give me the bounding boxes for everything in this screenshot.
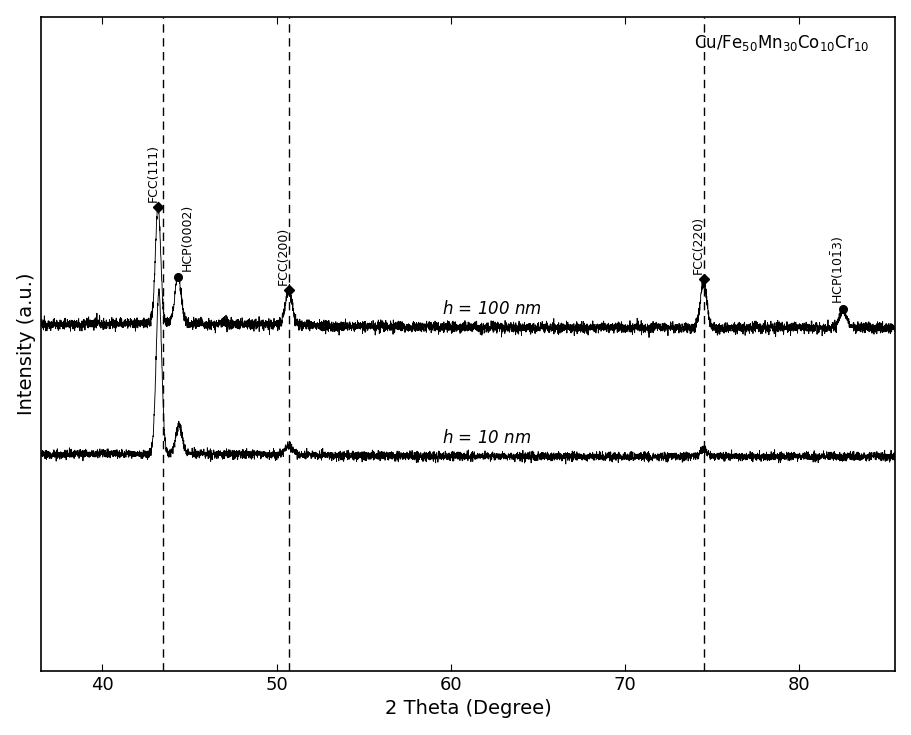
Text: HCP(10$\bar{1}$3): HCP(10$\bar{1}$3) — [829, 235, 845, 304]
Text: $h$ = 100 nm: $h$ = 100 nm — [442, 300, 541, 318]
Text: FCC(111): FCC(111) — [146, 143, 159, 201]
Text: $h$ = 10 nm: $h$ = 10 nm — [442, 429, 530, 447]
Text: FCC(220): FCC(220) — [691, 216, 704, 274]
X-axis label: 2 Theta (Degree): 2 Theta (Degree) — [384, 699, 551, 718]
Y-axis label: Intensity (a.u.): Intensity (a.u.) — [16, 273, 36, 415]
Text: Cu/Fe$_{50}$Mn$_{30}$Co$_{10}$Cr$_{10}$: Cu/Fe$_{50}$Mn$_{30}$Co$_{10}$Cr$_{10}$ — [693, 33, 869, 53]
Text: FCC(200): FCC(200) — [277, 226, 290, 284]
Text: HCP(0002): HCP(0002) — [180, 204, 193, 271]
